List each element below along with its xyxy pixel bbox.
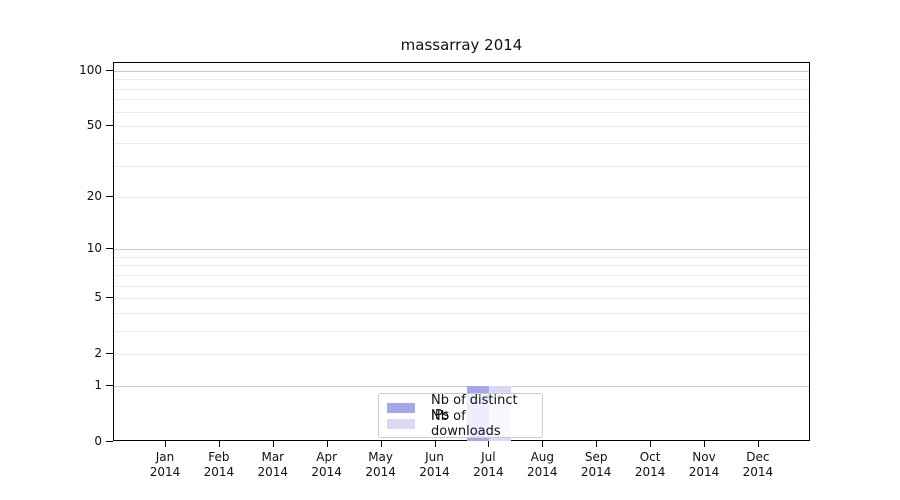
plot-area: [113, 62, 810, 441]
gridline: [114, 88, 809, 90]
gridline: [114, 353, 809, 355]
gridline: [114, 274, 809, 276]
x-tick-label-apr: Apr 2014: [311, 450, 342, 479]
legend-label-downloads: Nb of downloads: [431, 408, 501, 439]
legend: Nb of distinct IPs Nb of downloads: [378, 393, 543, 439]
x-tick-mark: [542, 441, 544, 447]
x-tick-label-jul: Jul 2014: [473, 450, 504, 479]
gridline: [114, 165, 809, 167]
y-tick-mark: [106, 196, 113, 198]
gridline: [114, 99, 809, 101]
gridline: [114, 143, 809, 145]
y-tick-mark: [106, 385, 113, 387]
legend-item-downloads: Nb of downloads: [387, 409, 534, 439]
gridline: [114, 125, 809, 127]
y-tick-mark: [106, 248, 113, 250]
y-tick-label: 10: [86, 241, 102, 256]
legend-item-distinct-ips: Nb of distinct IPs: [387, 393, 534, 423]
gridline: [114, 285, 809, 287]
gridline: [114, 249, 809, 251]
gridline: [114, 265, 809, 267]
x-tick-label-mar: Mar 2014: [257, 450, 289, 479]
x-tick-mark: [434, 441, 436, 447]
y-tick-label: 5: [94, 289, 102, 304]
x-tick-label-sep: Sep 2014: [580, 450, 612, 479]
y-tick-label: 50: [86, 117, 102, 132]
x-tick-mark: [757, 441, 759, 447]
gridline: [114, 256, 809, 258]
y-tick-label: 0: [94, 434, 102, 448]
gridline: [114, 330, 809, 332]
x-tick-label-jan: Jan 2014: [149, 450, 181, 479]
x-tick-mark: [326, 441, 328, 447]
x-tick-mark: [596, 441, 598, 447]
x-tick-label-dec: Dec 2014: [742, 450, 774, 479]
x-tick-label-oct: Oct 2014: [634, 450, 666, 479]
x-tick-label-aug: Aug 2014: [527, 450, 558, 479]
gridline: [114, 111, 809, 113]
y-tick-mark: [106, 441, 113, 442]
x-tick-label-nov: Nov 2014: [688, 450, 720, 479]
y-tick-label: 1: [94, 378, 102, 393]
gridline: [114, 386, 809, 388]
y-tick-mark: [106, 124, 113, 126]
y-tick-mark: [106, 70, 113, 71]
x-tick-label-may: May 2014: [365, 450, 396, 479]
gridline: [114, 197, 809, 199]
x-tick-mark: [380, 441, 382, 447]
y-tick-mark: [106, 352, 113, 354]
x-tick-mark: [165, 441, 166, 447]
x-tick-mark: [488, 441, 490, 447]
chart-title: massarray 2014: [400, 36, 523, 54]
x-tick-mark: [218, 441, 220, 447]
y-tick-label: 100: [79, 63, 102, 77]
x-tick-label-feb: Feb 2014: [203, 450, 235, 479]
x-tick-mark: [272, 441, 274, 447]
legend-label-distinct-ips: Nb of distinct IPs: [431, 392, 518, 423]
x-tick-mark: [704, 441, 705, 447]
legend-swatch-distinct-ips-icon: [387, 402, 415, 413]
x-tick-label-jun: Jun 2014: [419, 450, 450, 479]
y-tick-mark: [106, 296, 113, 298]
y-tick-label: 20: [86, 189, 102, 204]
x-tick-mark: [650, 441, 652, 447]
gridline: [114, 312, 809, 314]
gridline: [114, 71, 809, 72]
gridline: [114, 297, 809, 299]
legend-swatch-downloads-icon: [387, 418, 415, 429]
gridline: [114, 79, 809, 81]
y-tick-label: 2: [94, 345, 102, 360]
